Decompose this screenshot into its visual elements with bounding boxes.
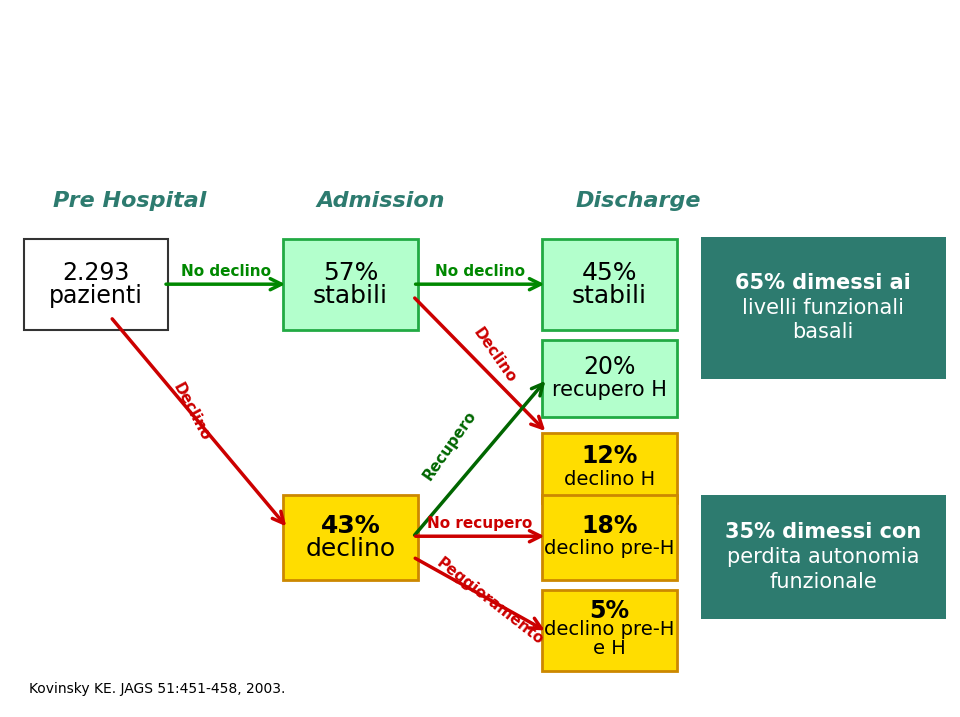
Text: declino pre-H: declino pre-H xyxy=(544,620,675,639)
Text: 2.293: 2.293 xyxy=(62,261,130,285)
Text: Declino: Declino xyxy=(470,325,518,386)
Text: 5%: 5% xyxy=(589,599,630,623)
Text: 18%: 18% xyxy=(582,514,637,538)
Text: stabili: stabili xyxy=(313,284,388,308)
Text: declino pre-H: declino pre-H xyxy=(544,539,675,559)
Text: Recupero: Recupero xyxy=(420,408,479,483)
FancyBboxPatch shape xyxy=(283,495,418,580)
Text: recupero H: recupero H xyxy=(552,380,667,400)
Text: declino H: declino H xyxy=(564,470,655,489)
Text: 12%: 12% xyxy=(582,445,637,468)
Text: No recupero: No recupero xyxy=(427,516,533,531)
Text: 57%: 57% xyxy=(323,261,378,285)
Text: 43%: 43% xyxy=(321,514,380,538)
FancyBboxPatch shape xyxy=(283,239,418,330)
FancyBboxPatch shape xyxy=(701,495,946,619)
FancyBboxPatch shape xyxy=(542,495,677,580)
Text: funzionale: funzionale xyxy=(769,571,877,592)
Text: Declino: Declino xyxy=(171,381,213,444)
FancyBboxPatch shape xyxy=(24,239,168,330)
Text: 65% dimessi ai: 65% dimessi ai xyxy=(735,273,911,293)
FancyBboxPatch shape xyxy=(701,237,946,379)
Text: livelli funzionali: livelli funzionali xyxy=(742,298,904,318)
Text: Discharge: Discharge xyxy=(576,191,702,211)
Text: Pre Hospital: Pre Hospital xyxy=(53,191,206,211)
Text: 45%: 45% xyxy=(582,261,637,285)
FancyBboxPatch shape xyxy=(542,340,677,417)
Text: Kovinsky KE. JAGS 51:451-458, 2003.: Kovinsky KE. JAGS 51:451-458, 2003. xyxy=(29,683,285,696)
Text: with medical illnesses: with medical illnesses xyxy=(299,80,661,108)
Text: Functional transitions in older adults hospitalized: Functional transitions in older adults h… xyxy=(70,24,890,52)
Text: basali: basali xyxy=(793,323,853,343)
Text: e H: e H xyxy=(593,639,626,657)
Text: Peggioramento: Peggioramento xyxy=(433,556,546,648)
Text: Admission: Admission xyxy=(317,191,445,211)
Text: perdita autonomia: perdita autonomia xyxy=(727,547,920,567)
Text: pazienti: pazienti xyxy=(49,284,143,308)
FancyBboxPatch shape xyxy=(542,433,677,503)
Text: 35% dimessi con: 35% dimessi con xyxy=(725,522,922,542)
Text: No declino: No declino xyxy=(435,264,525,279)
Text: No declino: No declino xyxy=(180,264,271,279)
FancyBboxPatch shape xyxy=(542,591,677,670)
Text: stabili: stabili xyxy=(572,284,647,308)
Text: declino: declino xyxy=(305,537,396,561)
FancyBboxPatch shape xyxy=(542,239,677,330)
Text: 20%: 20% xyxy=(584,356,636,379)
